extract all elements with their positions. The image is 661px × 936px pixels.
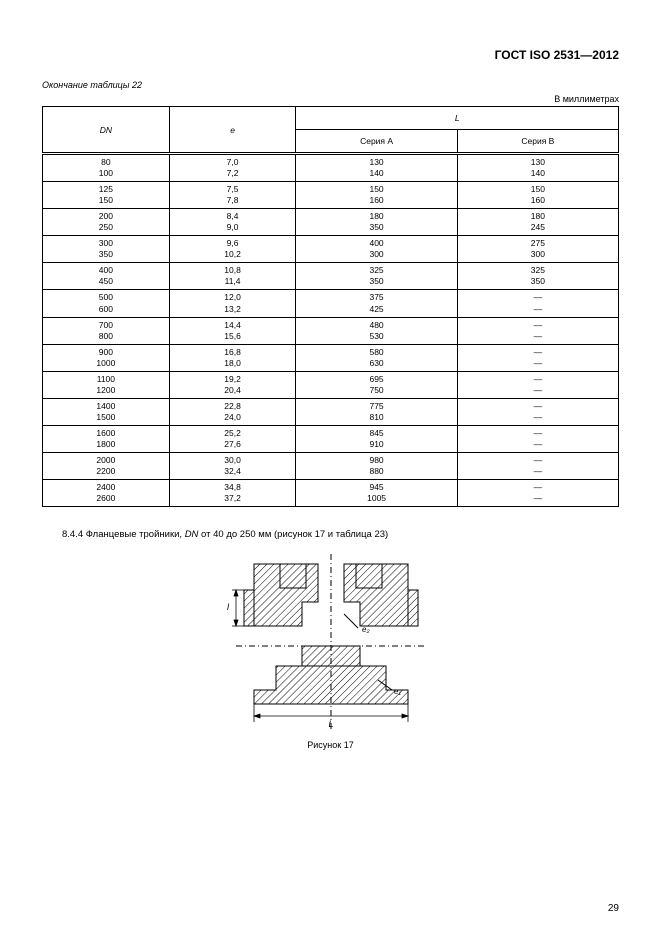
table-cell: 180350 <box>296 209 457 236</box>
table-cell: 500600 <box>43 290 170 317</box>
table-cell: 845910 <box>296 425 457 452</box>
table-cell: 375425 <box>296 290 457 317</box>
table-cell: 695750 <box>296 371 457 398</box>
table-cell: 775810 <box>296 398 457 425</box>
table-row: 900100016,818,0580630—— <box>43 344 619 371</box>
table-cell: 325350 <box>296 263 457 290</box>
table-cell: —— <box>457 398 618 425</box>
table-cell: 7,57,8 <box>169 182 296 209</box>
dim-label-e1: e₁ <box>394 687 401 696</box>
table-row: 70080014,415,6480530—— <box>43 317 619 344</box>
table-cell: 30,032,4 <box>169 453 296 480</box>
table-cell: 200250 <box>43 209 170 236</box>
table-row: 1251507,57,8150160150160 <box>43 182 619 209</box>
table-cell: 300350 <box>43 236 170 263</box>
dim-label-e2: e₂ <box>362 625 370 634</box>
col-header-l-group: L <box>296 107 619 130</box>
table-cell: 400450 <box>43 263 170 290</box>
table-row: 2400260034,837,29451005—— <box>43 480 619 507</box>
table-cell: 34,837,2 <box>169 480 296 507</box>
table-continuation-label: Окончание таблицы 22 <box>42 80 619 90</box>
table-cell: 150160 <box>457 182 618 209</box>
section-italic: DN <box>185 529 199 540</box>
table-row: 1400150022,824,0775810—— <box>43 398 619 425</box>
col-header-dn: DN <box>43 107 170 154</box>
table-cell: 14001500 <box>43 398 170 425</box>
table-cell: 980880 <box>296 453 457 480</box>
table-cell: 130140 <box>457 154 618 182</box>
table-cell: 275300 <box>457 236 618 263</box>
table-row: 3003509,610,2400300275300 <box>43 236 619 263</box>
table-cell: —— <box>457 371 618 398</box>
figure-caption: Рисунок 17 <box>42 740 619 750</box>
table-cell: 325350 <box>457 263 618 290</box>
units-label: В миллиметрах <box>42 94 619 104</box>
document-header: ГОСТ ISO 2531—2012 <box>42 48 619 62</box>
table-cell: 9451005 <box>296 480 457 507</box>
dim-label-l: l <box>227 602 230 612</box>
section-suffix: от 40 до 250 мм (рисунок 17 и таблица 23… <box>198 529 388 540</box>
table-cell: 24002600 <box>43 480 170 507</box>
table-cell: 25,227,6 <box>169 425 296 452</box>
data-table: DN e L Серия А Серия В 801007,07,2130140… <box>42 106 619 507</box>
table-cell: 20002200 <box>43 453 170 480</box>
col-header-e: e <box>169 107 296 154</box>
table-cell: 10,811,4 <box>169 263 296 290</box>
table-cell: 8,49,0 <box>169 209 296 236</box>
table-cell: 180245 <box>457 209 618 236</box>
table-cell: —— <box>457 290 618 317</box>
figure-17-svg: L l e₂ e₁ <box>206 554 456 729</box>
page-number: 29 <box>608 903 619 914</box>
col-header-series-b: Серия В <box>457 130 618 154</box>
table-row: 2000220030,032,4980880—— <box>43 453 619 480</box>
col-header-series-a: Серия А <box>296 130 457 154</box>
table-row: 40045010,811,4325350325350 <box>43 263 619 290</box>
section-text: 8.4.4 Фланцевые тройники, DN от 40 до 25… <box>62 529 619 540</box>
table-cell: 19,220,4 <box>169 371 296 398</box>
table-cell: —— <box>457 344 618 371</box>
table-row: 1600180025,227,6845910—— <box>43 425 619 452</box>
table-row: 50060012,013,2375425—— <box>43 290 619 317</box>
table-cell: 700800 <box>43 317 170 344</box>
table-cell: 9001000 <box>43 344 170 371</box>
table-row: 2002508,49,0180350180245 <box>43 209 619 236</box>
table-cell: 80100 <box>43 154 170 182</box>
table-cell: 7,07,2 <box>169 154 296 182</box>
table-body: 801007,07,21301401301401251507,57,815016… <box>43 154 619 507</box>
table-cell: 125150 <box>43 182 170 209</box>
table-cell: —— <box>457 480 618 507</box>
dim-label-L: L <box>328 719 333 729</box>
figure-wrap: L l e₂ e₁ Рисунок 17 <box>42 554 619 750</box>
table-cell: 11001200 <box>43 371 170 398</box>
table-row: 801007,07,2130140130140 <box>43 154 619 182</box>
table-cell: 12,013,2 <box>169 290 296 317</box>
table-cell: 480530 <box>296 317 457 344</box>
table-cell: 16,818,0 <box>169 344 296 371</box>
table-cell: —— <box>457 425 618 452</box>
table-row: 1100120019,220,4695750—— <box>43 371 619 398</box>
table-cell: 22,824,0 <box>169 398 296 425</box>
table-cell: 400300 <box>296 236 457 263</box>
section-prefix: 8.4.4 Фланцевые тройники, <box>62 529 185 540</box>
table-cell: 14,415,6 <box>169 317 296 344</box>
table-cell: —— <box>457 453 618 480</box>
table-cell: 16001800 <box>43 425 170 452</box>
table-cell: 580630 <box>296 344 457 371</box>
table-cell: —— <box>457 317 618 344</box>
table-cell: 150160 <box>296 182 457 209</box>
table-cell: 130140 <box>296 154 457 182</box>
table-cell: 9,610,2 <box>169 236 296 263</box>
